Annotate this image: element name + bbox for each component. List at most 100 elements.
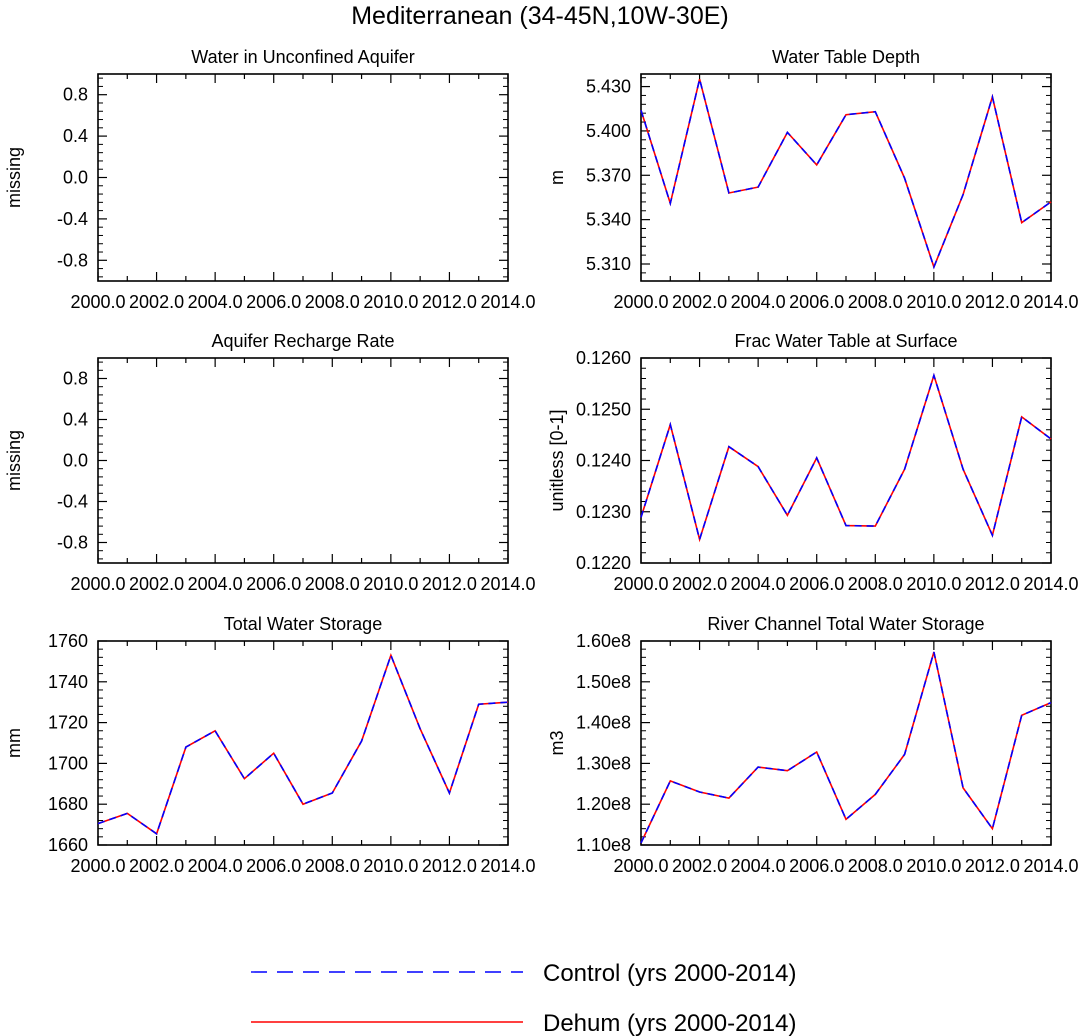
series-line-dehum: [640, 651, 1052, 844]
plot-frame: [97, 640, 509, 846]
y-tick-label: -0.4: [57, 492, 88, 512]
series-line-control: [97, 652, 509, 836]
y-tick-label: 5.310: [586, 254, 631, 274]
panels: Water in Unconfined Aquifer missing 2000.0…: [4, 47, 1079, 876]
y-tick-label: 0.0: [63, 451, 88, 471]
legend: Control (yrs 2000-2014) Dehum (yrs 2000-2…: [251, 960, 796, 1036]
y-tick-label: 1700: [48, 753, 88, 773]
y-tick-label: 0.1250: [576, 399, 631, 419]
legend-label-dehum: Dehum (yrs 2000-2014): [543, 1010, 796, 1036]
series-line-control: [640, 651, 1052, 844]
y-tick-label: 0.8: [63, 85, 88, 105]
y-tick-label: 0.4: [63, 410, 88, 430]
x-tick-label: 2006.0: [246, 856, 301, 876]
x-tick-label: 2010.0: [363, 292, 418, 312]
x-tick-label: 2004.0: [731, 574, 786, 594]
x-tick-label: 2012.0: [422, 856, 477, 876]
y-tick-label: 1.60e8: [576, 631, 631, 651]
y-tick-label: 1.30e8: [576, 753, 631, 773]
x-tick-label: 2002.0: [129, 856, 184, 876]
y-tick-label: 1760: [48, 631, 88, 651]
series-line-dehum: [640, 372, 1052, 543]
plot-frame: [97, 357, 509, 564]
y-axis-label: missing: [4, 147, 24, 208]
x-tick-label: 2008.0: [848, 574, 903, 594]
x-tick-label: 2014.0: [1023, 856, 1078, 876]
legend-label-control: Control (yrs 2000-2014): [543, 960, 796, 987]
x-tick-label: 2002.0: [672, 574, 727, 594]
y-tick-label: -0.8: [57, 250, 88, 270]
y-tick-label: -0.4: [57, 209, 88, 229]
plot-frame: [97, 73, 509, 282]
x-tick-label: 2014.0: [480, 292, 535, 312]
y-tick-label: 5.340: [586, 210, 631, 230]
panel-title: Total Water Storage: [224, 614, 382, 634]
x-tick-label: 2004.0: [188, 856, 243, 876]
x-tick-label: 2000.0: [613, 292, 668, 312]
y-axis-label: m: [547, 170, 567, 185]
x-tick-label: 2014.0: [480, 574, 535, 594]
plot-frame: [640, 640, 1052, 846]
panel-2: Water Table Depth m 2000.0 2002.0 2004.0 2006…: [547, 47, 1079, 312]
x-tick-label: 2010.0: [363, 856, 418, 876]
y-tick-label: 0.8: [63, 369, 88, 389]
y-tick-label: 0.1240: [576, 451, 631, 471]
series-line-control: [640, 372, 1052, 543]
x-tick-label: 2002.0: [129, 574, 184, 594]
x-tick-label: 2000.0: [70, 856, 125, 876]
x-tick-label: 2000.0: [70, 292, 125, 312]
panel-title: River Channel Total Water Storage: [707, 614, 984, 634]
y-tick-label: 1680: [48, 794, 88, 814]
y-tick-label: 0.1230: [576, 502, 631, 522]
y-tick-label: 1660: [48, 835, 88, 855]
x-tick-label: 2008.0: [305, 856, 360, 876]
y-tick-label: 1.50e8: [576, 672, 631, 692]
y-axis-label: missing: [4, 430, 24, 491]
x-tick-label: 2000.0: [70, 574, 125, 594]
y-tick-label: 5.370: [586, 165, 631, 185]
x-tick-label: 2012.0: [965, 292, 1020, 312]
x-tick-label: 2004.0: [731, 856, 786, 876]
x-tick-label: 2002.0: [129, 292, 184, 312]
x-tick-label: 2010.0: [906, 292, 961, 312]
x-tick-label: 2012.0: [965, 574, 1020, 594]
series-line-dehum: [97, 652, 509, 836]
x-tick-label: 2006.0: [246, 292, 301, 312]
y-axis-label: mm: [4, 728, 24, 758]
y-tick-label: -0.8: [57, 533, 88, 553]
x-tick-label: 2006.0: [789, 856, 844, 876]
x-tick-label: 2014.0: [480, 856, 535, 876]
x-tick-label: 2004.0: [188, 292, 243, 312]
series-line-control: [640, 79, 1052, 270]
y-tick-label: 1.40e8: [576, 713, 631, 733]
panel-title: Aquifer Recharge Rate: [211, 331, 394, 351]
y-tick-label: 1740: [48, 672, 88, 692]
y-axis-label: unitless [0-1]: [547, 409, 567, 511]
x-tick-label: 2002.0: [672, 856, 727, 876]
x-tick-label: 2010.0: [906, 574, 961, 594]
x-tick-label: 2006.0: [246, 574, 301, 594]
x-tick-label: 2008.0: [848, 292, 903, 312]
x-tick-label: 2014.0: [1023, 292, 1078, 312]
x-tick-label: 2012.0: [965, 856, 1020, 876]
y-tick-label: 0.1220: [576, 553, 631, 573]
x-tick-label: 2008.0: [305, 574, 360, 594]
figure-title: Mediterranean (34-45N,10W-30E): [351, 2, 729, 30]
x-tick-label: 2006.0: [789, 292, 844, 312]
x-tick-label: 2010.0: [363, 574, 418, 594]
y-tick-label: 1.10e8: [576, 835, 631, 855]
x-tick-label: 2008.0: [848, 856, 903, 876]
y-tick-label: 1720: [48, 713, 88, 733]
panel-title: Frac Water Table at Surface: [734, 331, 957, 351]
x-tick-label: 2008.0: [305, 292, 360, 312]
y-tick-label: 0.0: [63, 168, 88, 188]
y-tick-label: 1.20e8: [576, 794, 631, 814]
y-tick-label: 5.400: [586, 121, 631, 141]
x-tick-label: 2012.0: [422, 292, 477, 312]
y-axis-label: m3: [547, 730, 567, 755]
x-tick-label: 2006.0: [789, 574, 844, 594]
panel-6: River Channel Total Water Storage m3 2000.…: [547, 614, 1079, 876]
y-tick-label: 0.1260: [576, 348, 631, 368]
